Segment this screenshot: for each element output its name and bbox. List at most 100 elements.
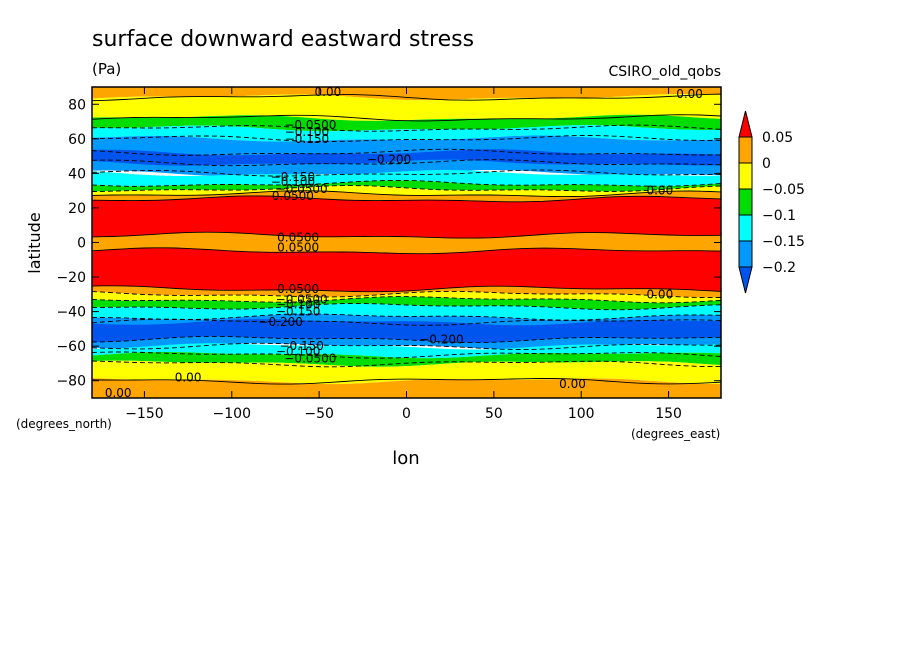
contour-label: −0.100 <box>271 175 315 189</box>
y-tick-label: 40 <box>68 166 86 182</box>
contour-line <box>91 351 722 359</box>
x-tick-label: −150 <box>125 406 163 422</box>
x-axis-label: lon <box>392 448 419 469</box>
y-tick-label: −80 <box>56 374 86 390</box>
y-tick-label: 80 <box>68 97 86 113</box>
colorbar-segment <box>738 214 753 242</box>
contour-label: −0.200 <box>258 315 302 329</box>
colorbar-bottom-arrow <box>738 266 753 294</box>
x-tick-label: −50 <box>304 406 334 422</box>
band-0_to_0.05 <box>92 285 721 298</box>
contour-label: 0.0500 <box>277 241 319 255</box>
band--0.15_to_-0.1 <box>92 343 721 359</box>
contour-line <box>91 231 722 239</box>
contour-line <box>91 360 721 368</box>
contour-label: −0.0500 <box>276 182 328 196</box>
band-above_0.05 <box>92 247 721 292</box>
x-tick-label: 0 <box>402 406 411 422</box>
colorbar-label: 0 <box>762 156 771 172</box>
band--0.05_to_0 <box>92 185 721 197</box>
contour-line <box>91 247 722 255</box>
band--0.15_to_-0.1 <box>92 303 721 321</box>
contour-label: 0.0500 <box>272 189 314 203</box>
contour-line <box>91 285 722 293</box>
contour-line <box>91 114 722 122</box>
colorbar-segment <box>738 188 753 216</box>
contour-line <box>91 148 722 156</box>
contour-label: 0.0500 <box>277 282 319 296</box>
contour-label: −0.200 <box>419 332 463 346</box>
contour-label: 0.00 <box>315 85 342 99</box>
band-below_-0.2 <box>92 149 721 166</box>
band-0_to_0.05 <box>92 190 721 202</box>
contour-label: −0.150 <box>279 339 323 353</box>
contour-label: −0.200 <box>367 153 411 167</box>
band--0.15_to_-0.1 <box>92 170 721 187</box>
contour-label: 0.00 <box>646 287 673 301</box>
x-tick-label: 150 <box>655 406 682 422</box>
colorbar-segment <box>738 162 753 190</box>
contour-labels: 0.00 0.00−0.0500−0.100−0.150−0.200−0.150−… <box>105 85 703 400</box>
band--0.15_to_-0.1 <box>92 125 721 142</box>
y-tick-label: 60 <box>68 132 86 148</box>
band--0.05_to_0 <box>92 94 721 121</box>
contour-label: 0.00 <box>676 87 703 101</box>
contour-line <box>91 93 722 102</box>
contour-line <box>91 335 722 344</box>
band-above_0.05 <box>92 195 721 239</box>
contour-line <box>91 124 722 132</box>
y-tick-label: −20 <box>56 270 86 286</box>
band--0.1_to_-0.05 <box>92 180 721 192</box>
colorbar-label: 0.05 <box>762 130 793 146</box>
x-tick-label: 100 <box>568 406 595 422</box>
contour-line <box>91 195 722 203</box>
contour-label: −0.150 <box>276 305 320 319</box>
x-axis: −150 −100 −50 0 50 100 150 <box>125 87 682 422</box>
units-label: (Pa) <box>92 60 121 78</box>
contour-label: −0.100 <box>285 125 329 139</box>
contour-label: 0.00 <box>646 184 673 198</box>
contour-line <box>92 135 722 143</box>
band--0.1_to_-0.05 <box>92 352 721 367</box>
x-units-label: (degrees_east) <box>631 427 720 441</box>
contour-line <box>91 185 722 192</box>
contour-line <box>91 296 722 304</box>
y-tick-label: −60 <box>56 339 86 355</box>
chart-title: surface downward eastward stress <box>92 27 474 52</box>
y-axis-label: latitude <box>25 212 44 273</box>
colorbar: 0.05 0 −0.05 −0.1 −0.15 −0.2 <box>738 110 805 294</box>
contour-label: 0.00 <box>559 377 586 391</box>
colorbar-top-arrow <box>738 110 753 138</box>
contour-label: −0.0500 <box>284 351 336 365</box>
y-axis: −80 −60 −40 −20 0 20 40 60 80 <box>56 97 721 390</box>
contour-label: 0.00 <box>175 370 202 384</box>
contour-label: −0.100 <box>276 344 320 358</box>
band--0.1_to_-0.05 <box>92 296 721 310</box>
y-tick-label: 0 <box>77 236 86 252</box>
contour-line <box>91 318 722 326</box>
contour-line <box>92 303 722 311</box>
dataset-label: CSIRO_old_qobs <box>608 64 721 80</box>
contour-line <box>91 342 722 350</box>
contour-label: −0.0500 <box>284 118 336 132</box>
x-tick-label: −100 <box>213 406 251 422</box>
colorbar-segment <box>738 240 753 268</box>
x-tick-label: 50 <box>485 406 503 422</box>
colorbar-label: −0.2 <box>762 260 796 276</box>
y-units-label: (degrees_north) <box>16 417 112 431</box>
contour-label: −0.150 <box>271 170 315 184</box>
filled-bands <box>92 87 721 398</box>
contour-label: 0.0500 <box>277 230 319 244</box>
contour-label: −0.0500 <box>276 293 328 307</box>
colorbar-label: −0.05 <box>762 182 805 198</box>
contour-line <box>91 169 722 177</box>
contour-label: 0.00 <box>105 386 132 400</box>
contour-line <box>91 179 722 187</box>
contour-line <box>91 190 722 198</box>
contour-line <box>91 290 722 299</box>
contour-label: −0.100 <box>276 298 320 312</box>
band-below_-0.2 <box>92 319 721 343</box>
contour-label: −0.150 <box>285 132 329 146</box>
contour-line <box>91 159 722 167</box>
